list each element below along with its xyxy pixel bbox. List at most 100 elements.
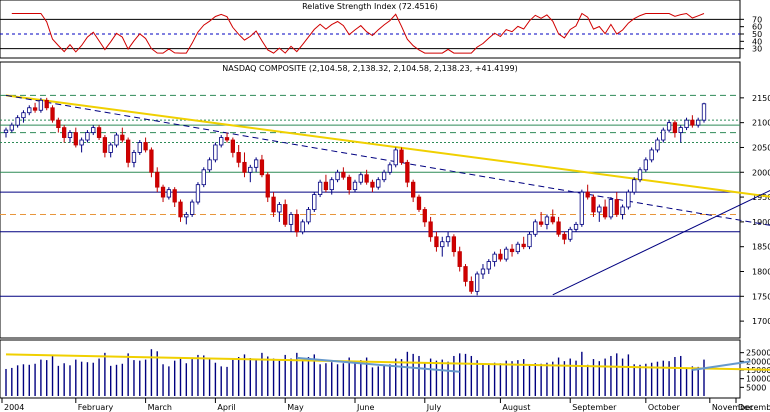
x-tick-label: August (502, 403, 530, 412)
rsi-reference-lines (0, 18, 740, 50)
candle-body (67, 132, 73, 138)
x-tick-label: July (426, 403, 442, 412)
price-title: NASDAQ COMPOSITE (2,104.58, 2,138.32, 2,… (222, 64, 517, 73)
candle-body (50, 107, 55, 121)
candle-body (649, 149, 654, 161)
candle-body (201, 169, 206, 186)
price-tick-label: 1950 (752, 193, 770, 202)
x-axis: 2004 February March April May June July August S… (1, 398, 770, 412)
candle-body (457, 251, 462, 267)
candle-body (207, 159, 212, 171)
volume-panel: 500010000150002000025000 (0, 339, 770, 399)
candle-body (637, 169, 643, 181)
candle-body (108, 144, 113, 153)
x-tick-label: April (217, 403, 235, 412)
candle-body (160, 186, 166, 198)
candle-body (422, 209, 427, 223)
trendline (5, 94, 770, 226)
candle-body (515, 243, 521, 253)
volume-tick-label: 20000 (746, 357, 770, 366)
candle-body (428, 221, 433, 238)
candle-body (463, 266, 468, 282)
candle-body (96, 127, 102, 138)
x-tick-label: February (78, 403, 114, 412)
rsi-tick-label: 50 (752, 30, 762, 39)
candle-body (32, 107, 38, 111)
candle-body (277, 204, 282, 213)
candle-body (562, 233, 567, 240)
candle-body (184, 214, 189, 218)
candle-body (172, 189, 177, 203)
candle-body (393, 149, 398, 166)
candle-body (15, 117, 20, 126)
candle-body (608, 199, 614, 218)
candle-body (265, 174, 270, 198)
candle-body (300, 221, 305, 233)
candle-body (213, 144, 218, 161)
candle-body (312, 194, 317, 210)
candle-body (85, 132, 90, 141)
candle-body (155, 171, 160, 188)
candle-body (143, 142, 148, 151)
candle-body (678, 127, 683, 133)
candle-body (533, 221, 538, 235)
candle-body (364, 174, 369, 183)
x-tick-label: September (572, 403, 617, 412)
candle-body (126, 139, 131, 163)
candle-body (329, 179, 334, 191)
price-tick-label: 1850 (752, 243, 770, 252)
candle-body (62, 127, 67, 138)
volume-trendline (692, 360, 751, 371)
candle-body (341, 171, 346, 178)
x-tick-label: 2004 (4, 403, 24, 412)
price-y-axis: 1700 1750 1800 1850 1900 1950 2000 2050 2100 2150 (740, 94, 770, 326)
price-tick-label: 1700 (752, 317, 770, 326)
candle-body (492, 253, 497, 262)
volume-trendline (5, 353, 770, 371)
candle-body (381, 171, 387, 181)
volume-tick-label: 25000 (746, 349, 770, 358)
candle-body (684, 119, 689, 129)
candle-body (498, 253, 503, 260)
candle-body (387, 164, 393, 173)
candle-body (416, 196, 422, 210)
rsi-tick-label: 40 (752, 37, 762, 46)
candle-body (370, 181, 375, 188)
candle-body (655, 139, 660, 151)
candlesticks (3, 97, 707, 296)
price-tick-label: 1800 (752, 268, 770, 277)
candle-body (434, 236, 439, 248)
candle-body (166, 189, 172, 198)
candle-body (288, 214, 294, 225)
price-tick-label: 2150 (752, 94, 770, 103)
candle-body (120, 134, 125, 141)
candle-body (538, 221, 544, 225)
x-tick-label: May (287, 403, 304, 412)
candle-body (73, 132, 78, 146)
candle-body (405, 161, 410, 183)
candle-body (399, 149, 404, 163)
x-tick-label: December (738, 403, 770, 412)
candle-body (556, 221, 561, 235)
volume-tick-label: 10000 (746, 375, 770, 384)
candle-body (690, 119, 695, 126)
price-tick-label: 1900 (752, 218, 770, 227)
candle-body (661, 129, 666, 141)
volume-trendlines (5, 353, 770, 373)
candle-body (486, 261, 491, 270)
rsi-line (11, 12, 705, 54)
candle-body (149, 149, 154, 173)
candle-body (56, 119, 61, 129)
candle-body (550, 216, 555, 223)
candle-body (632, 179, 637, 193)
candle-body (626, 191, 631, 208)
candle-body (189, 201, 195, 215)
candle-body (445, 236, 451, 243)
candle-body (527, 233, 532, 248)
candle-body (347, 176, 352, 191)
candle-body (509, 248, 515, 253)
candle-body (283, 204, 288, 225)
candle-body (469, 281, 474, 292)
candle-body (271, 196, 276, 213)
candle-body (178, 201, 183, 218)
